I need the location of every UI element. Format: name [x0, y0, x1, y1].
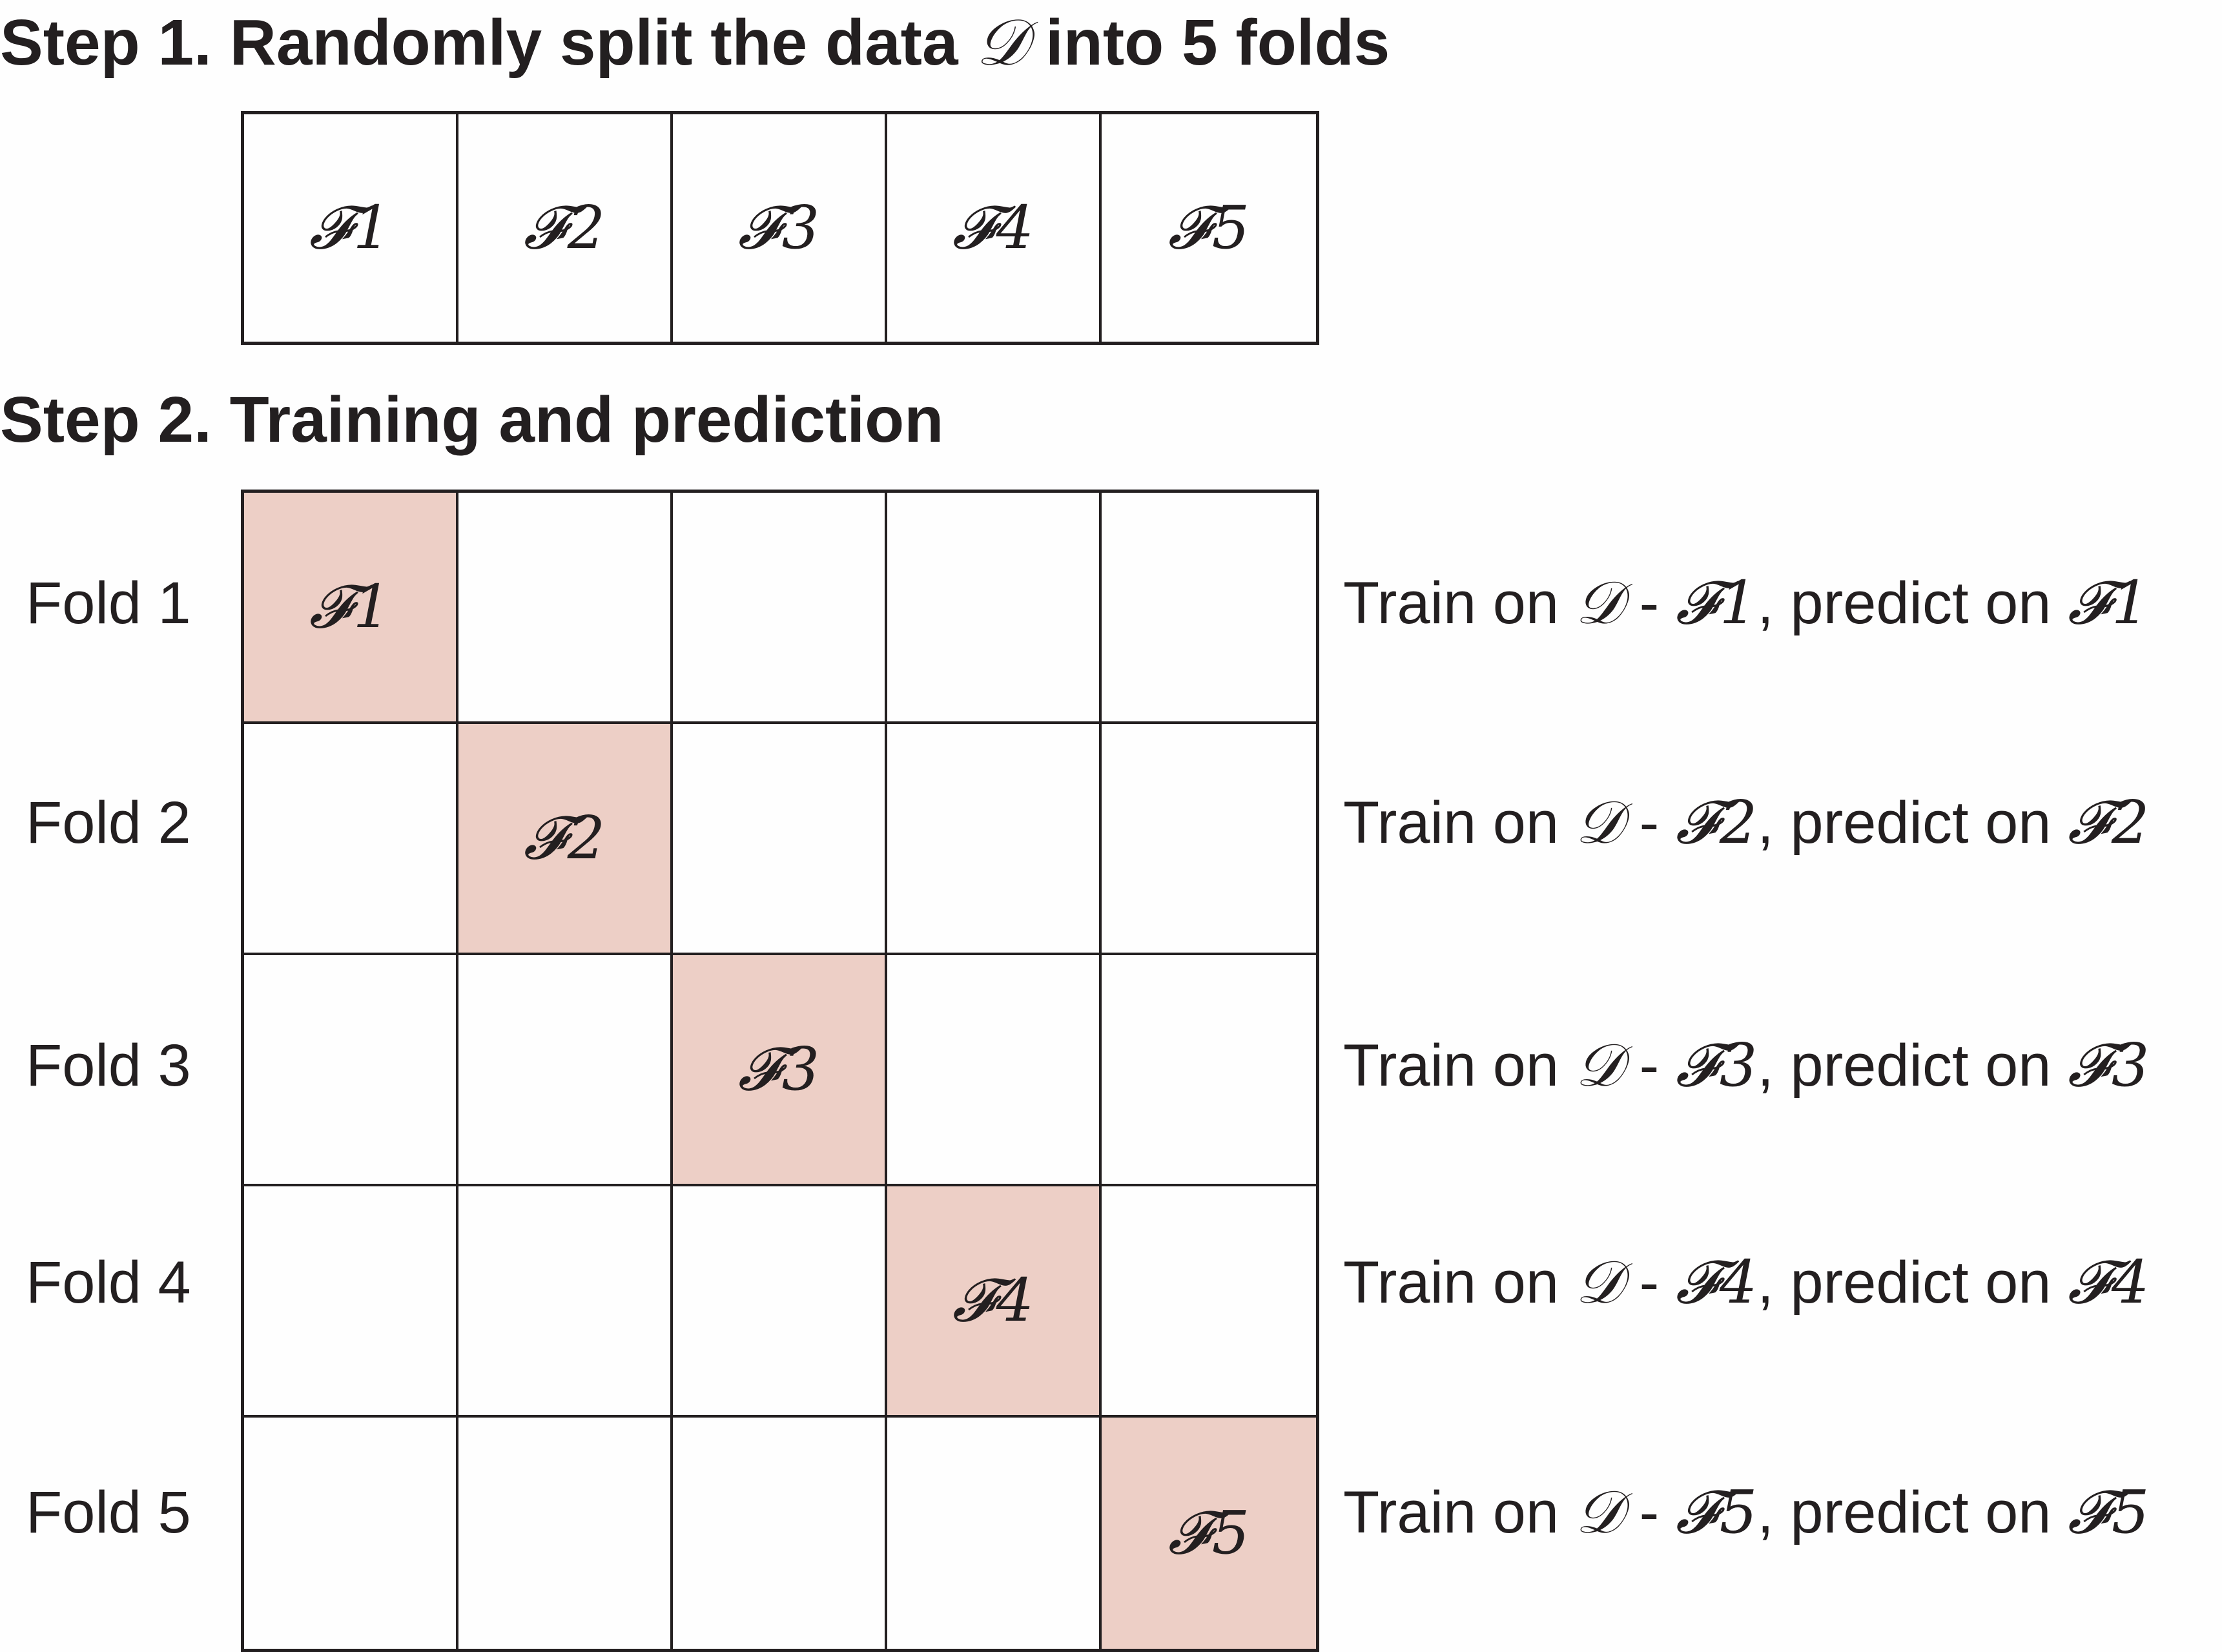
predict-fold-symbol: 𝓕4 [2068, 1248, 2150, 1317]
train-cell [458, 955, 673, 1186]
minus-text: - [1623, 1250, 1676, 1316]
train-fold-symbol: 𝓕1 [1675, 568, 1758, 637]
train-cell [458, 1186, 673, 1418]
predict-on-text: , predict on [1757, 1033, 2068, 1099]
train-cell [458, 493, 673, 724]
train-on-text: Train on [1343, 1250, 1576, 1316]
step1-title: Step 1. Randomly split the data 𝒟 into 5… [0, 10, 1390, 76]
train-cell [673, 724, 887, 955]
train-cell [673, 1186, 887, 1418]
train-cell [887, 493, 1102, 724]
fold-strip: 𝓕1 𝓕2 𝓕3 𝓕4 𝓕5 [241, 111, 1319, 345]
train-cell [244, 1186, 458, 1418]
test-fold-cell: 𝓕5 [1102, 1418, 1316, 1649]
fold-5-label: Fold 5 [26, 1480, 191, 1545]
fold-2-label: Fold 2 [26, 790, 191, 856]
predict-fold-symbol: 𝓕1 [2068, 568, 2150, 637]
train-on-text: Train on [1343, 1480, 1576, 1545]
fold-cell-4: 𝓕4 [887, 114, 1102, 342]
minus-text: - [1623, 1480, 1676, 1545]
data-symbol: 𝒟 [1575, 788, 1623, 857]
train-cell [1102, 724, 1316, 955]
fold-cell-3: 𝓕3 [673, 114, 887, 342]
minus-text: - [1623, 1033, 1676, 1099]
train-cell [673, 493, 887, 724]
test-fold-cell: 𝓕1 [244, 493, 458, 724]
predict-fold-symbol: 𝓕3 [2068, 1031, 2150, 1100]
train-on-text: Train on [1343, 570, 1576, 636]
data-symbol: 𝒟 [1575, 1478, 1623, 1547]
fold-cell-1: 𝓕1 [244, 114, 458, 342]
data-symbol: 𝒟 [976, 5, 1028, 80]
minus-text: - [1623, 790, 1676, 856]
fold-4-label: Fold 4 [26, 1250, 191, 1316]
predict-fold-symbol: 𝓕5 [2068, 1478, 2150, 1547]
fold-2-description: Train on 𝒟 - 𝓕2, predict on 𝓕2 [1343, 793, 2149, 853]
fold-cell-2: 𝓕2 [458, 114, 673, 342]
data-symbol: 𝒟 [1575, 1031, 1623, 1100]
test-fold-cell: 𝓕3 [673, 955, 887, 1186]
train-cell [673, 1418, 887, 1649]
predict-on-text: , predict on [1757, 1480, 2068, 1545]
fold-1-label: Fold 1 [26, 570, 191, 636]
minus-text: - [1623, 570, 1676, 636]
predict-fold-symbol: 𝓕2 [2068, 788, 2150, 857]
step1-title-suffix: into 5 folds [1027, 6, 1390, 79]
train-fold-symbol: 𝓕2 [1675, 788, 1758, 857]
data-symbol: 𝒟 [1575, 568, 1623, 637]
train-on-text: Train on [1343, 1033, 1576, 1099]
cv-matrix: 𝓕1 𝓕2 𝓕3 𝓕4 𝓕5 [241, 490, 1319, 1652]
train-cell [1102, 955, 1316, 1186]
fold-5-description: Train on 𝒟 - 𝓕5, predict on 𝓕5 [1343, 1480, 2149, 1545]
fold-cell-5: 𝓕5 [1102, 114, 1316, 342]
step2-title: Step 2. Training and prediction [0, 384, 944, 456]
train-fold-symbol: 𝓕3 [1675, 1031, 1758, 1100]
predict-on-text: , predict on [1757, 1250, 2068, 1316]
train-cell [458, 1418, 673, 1649]
train-cell [887, 1418, 1102, 1649]
train-fold-symbol: 𝓕5 [1675, 1478, 1758, 1547]
predict-on-text: , predict on [1757, 790, 2068, 856]
data-symbol: 𝒟 [1575, 1248, 1623, 1317]
train-fold-symbol: 𝓕4 [1675, 1248, 1758, 1317]
fold-3-description: Train on 𝒟 - 𝓕3, predict on 𝓕3 [1343, 1036, 2149, 1096]
train-on-text: Train on [1343, 790, 1576, 856]
train-cell [887, 955, 1102, 1186]
train-cell [887, 724, 1102, 955]
test-fold-cell: 𝓕4 [887, 1186, 1102, 1418]
fold-3-label: Fold 3 [26, 1033, 191, 1099]
train-cell [244, 724, 458, 955]
train-cell [244, 955, 458, 1186]
predict-on-text: , predict on [1757, 570, 2068, 636]
test-fold-cell: 𝓕2 [458, 724, 673, 955]
train-cell [1102, 493, 1316, 724]
fold-4-description: Train on 𝒟 - 𝓕4, predict on 𝓕4 [1343, 1253, 2149, 1313]
train-cell [244, 1418, 458, 1649]
train-cell [1102, 1186, 1316, 1418]
fold-1-description: Train on 𝒟 - 𝓕1, predict on 𝓕1 [1343, 570, 2149, 636]
step1-title-prefix: Step 1. Randomly split the data [0, 6, 976, 79]
